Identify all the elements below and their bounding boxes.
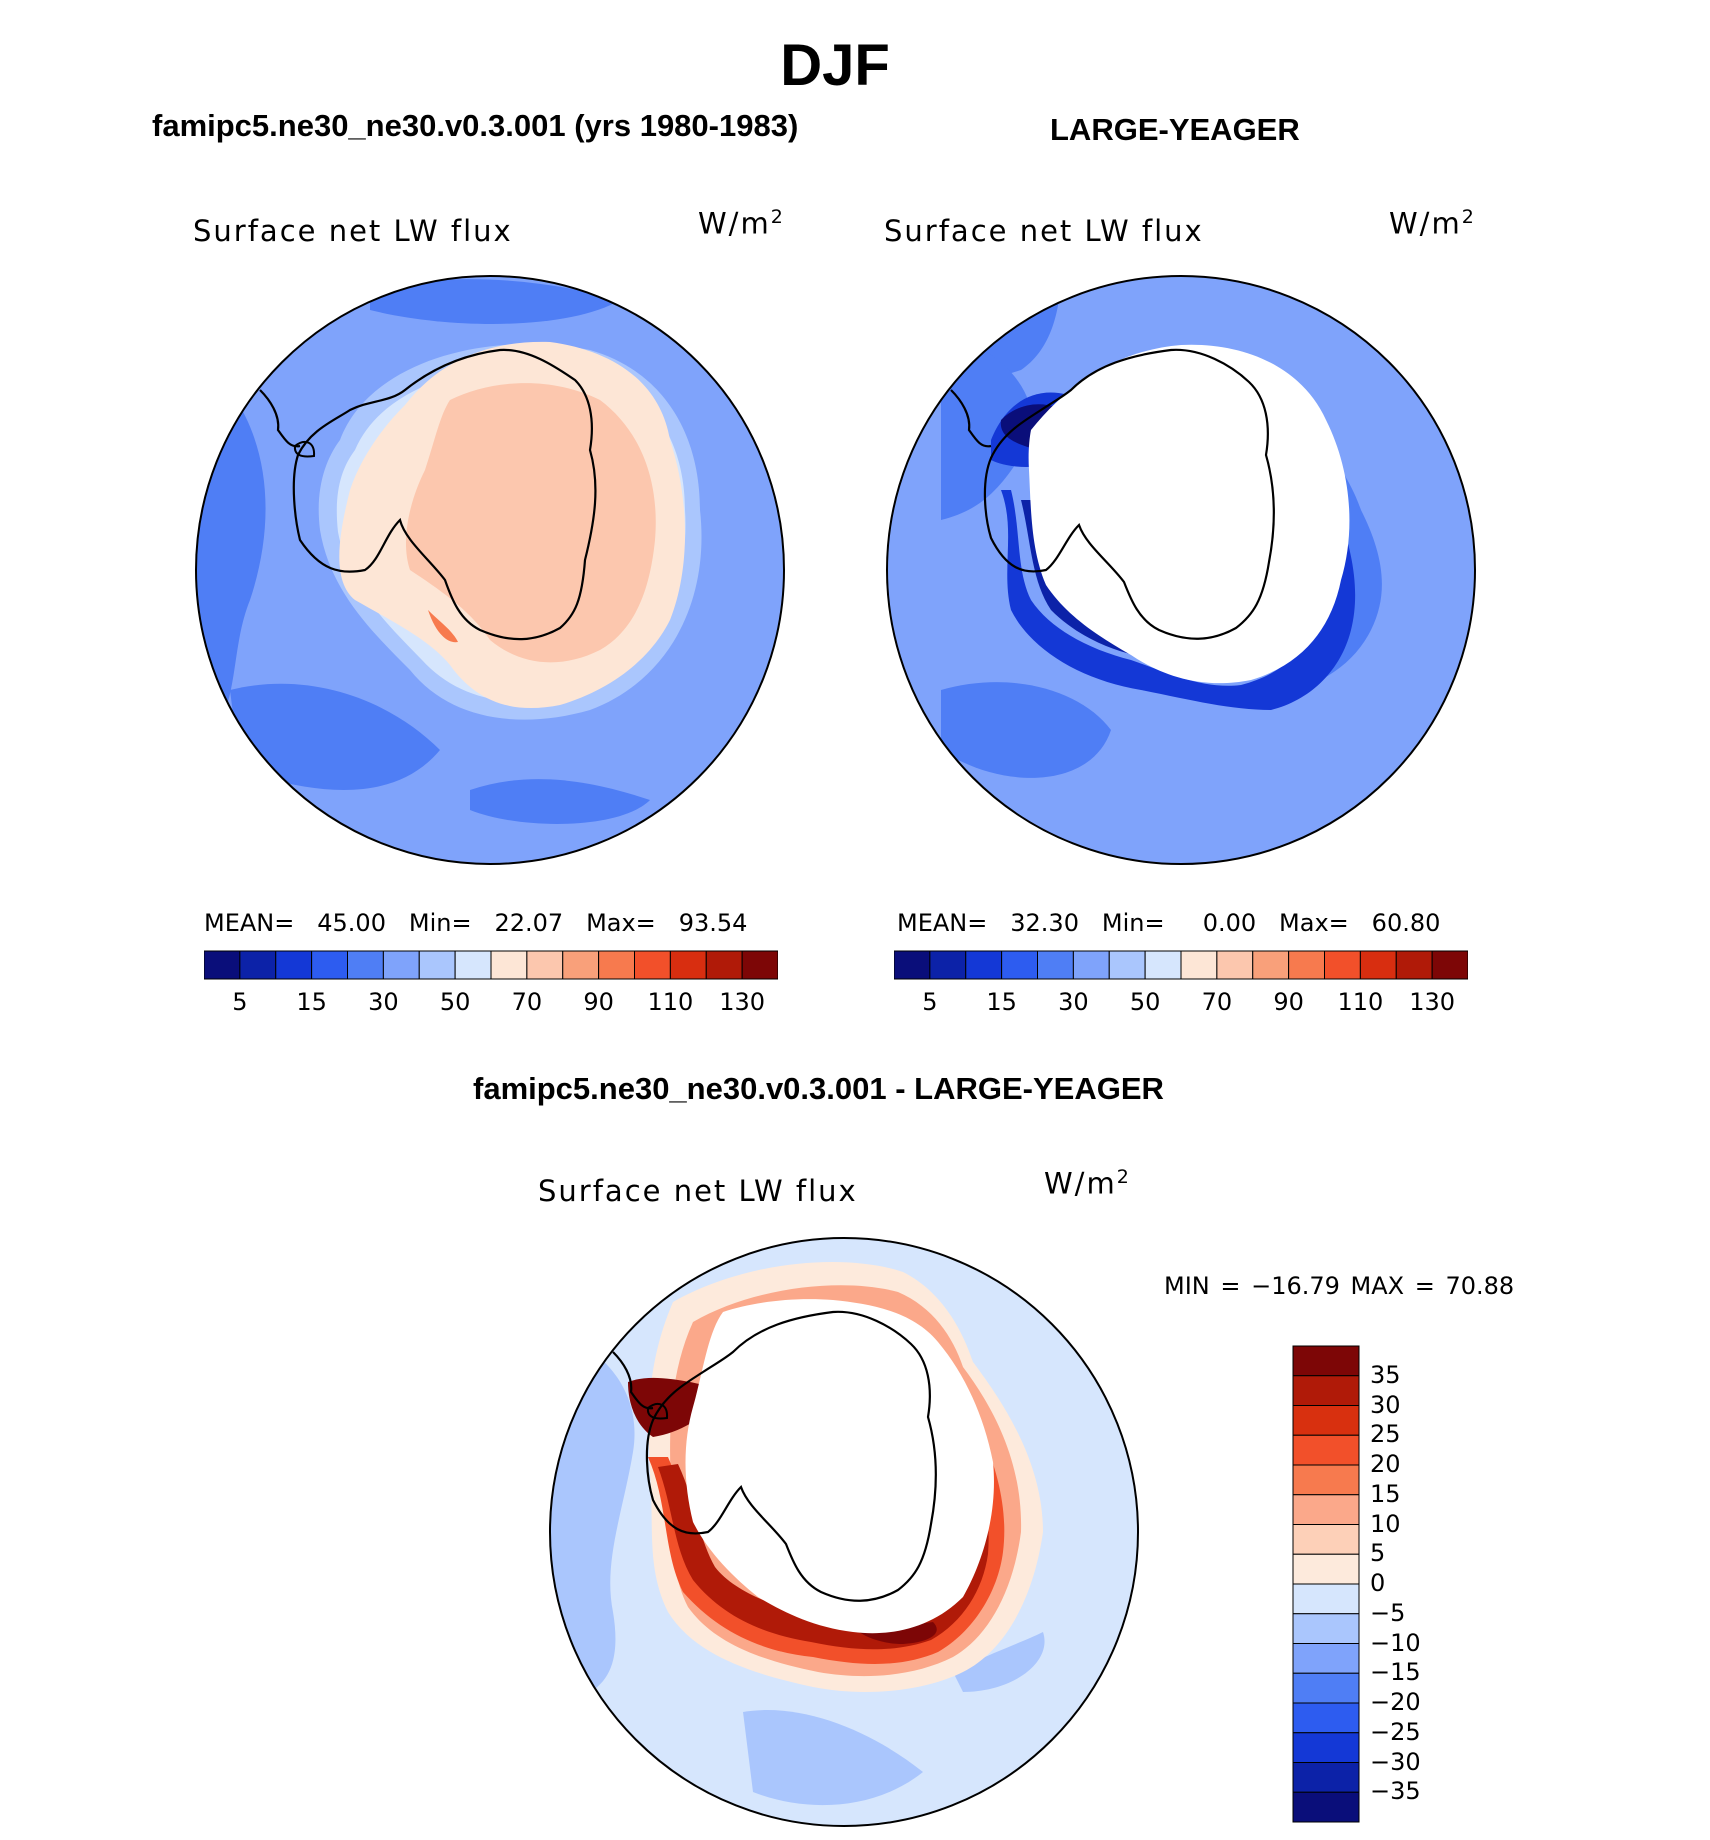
colorbar-1-swatch [741,950,778,980]
colorbar-2-tick-label: 130 [1409,988,1456,1016]
colorbar-2-swatch [1001,950,1038,980]
colorbar-1-tick-label: 130 [719,988,766,1016]
colorbar-1-swatch [311,950,348,980]
colorbar-3-swatch [1292,1613,1360,1644]
colorbar-2-tick-label: 70 [1201,988,1233,1016]
colorbar-3-tick-label: −25 [1370,1717,1421,1746]
colorbar-3-swatch [1292,1524,1360,1555]
colorbar-3-swatch [1292,1345,1360,1377]
colorbar-2-swatch [1395,950,1433,980]
colorbar-3-swatch [1292,1791,1360,1823]
colorbar-2-tick-label: 15 [986,988,1017,1016]
colorbar-2-swatch [1180,950,1218,980]
colorbar-3-tick-label: −30 [1370,1747,1421,1776]
colorbar-3-swatch [1292,1434,1360,1466]
colorbar-2 [894,950,1468,980]
colorbar-2-swatch [1216,950,1254,980]
colorbar-2-swatch [894,950,931,980]
colorbar-2-swatch [1431,950,1468,980]
colorbar-2-swatch [1359,950,1397,980]
colorbar-3-swatch [1292,1553,1360,1585]
colorbar-3-swatch [1292,1583,1360,1615]
colorbar-1-swatch [598,950,635,980]
panel1-units: W/m2 [698,206,785,241]
colorbar-3-tick-label: −15 [1370,1658,1421,1687]
colorbar-1-tick-label: 70 [511,988,543,1016]
colorbar-3-tick-label: 0 [1370,1569,1386,1597]
colorbar-2-swatch [1108,950,1146,980]
panel3-title: famipc5.ne30_ne30.v0.3.001 - LARGE-YEAGE… [473,1071,1164,1106]
colorbar-1-swatch [490,950,528,980]
panel2-subtitle: Surface net LW flux [884,214,1204,248]
colorbar-2-tick-label: 5 [922,988,938,1016]
colorbar-3-tick-label: 30 [1370,1390,1401,1419]
colorbar-2-swatch [1037,950,1074,980]
colorbar-1 [204,950,778,980]
colorbar-1-tick-label: 110 [647,988,694,1016]
colorbar-3-tick-label: 15 [1370,1479,1401,1508]
colorbar-2-swatch [1252,950,1290,980]
colorbar-1-swatch [239,950,277,980]
colorbar-2-swatch [1324,950,1361,980]
colorbar-3-tick-label: 5 [1370,1539,1386,1568]
colorbar-3-tick-label: −35 [1370,1777,1421,1806]
colorbar-1-swatch [347,950,384,980]
colorbar-2-swatch [1144,950,1182,980]
panel1-subtitle: Surface net LW flux [193,214,513,248]
colorbar-2-swatch [929,950,967,980]
colorbar-1-swatch [669,950,707,980]
colorbar-2-tick-label: 30 [1058,988,1089,1016]
colorbar-3-swatch [1292,1702,1360,1734]
colorbar-1-swatch [705,950,743,980]
panel3-stats: MIN = −16.79 MAX = 70.88 [1164,1272,1515,1300]
panel2-stats: MEAN= 32.30 Min= 0.00 Max= 60.80 [897,909,1441,937]
colorbar-1-swatch [204,950,241,980]
colorbar-1-swatch [275,950,313,980]
colorbar-1-swatch [526,950,564,980]
colorbar-3-swatch [1292,1672,1360,1704]
colorbar-2-swatch [965,950,1003,980]
colorbar-2-tick-label: 90 [1273,988,1304,1016]
colorbar-3-tick-label: 20 [1370,1450,1401,1478]
colorbar-1-tick-label: 30 [368,988,399,1016]
colorbar-3-swatch [1292,1375,1360,1406]
panel3-units: W/m2 [1044,1166,1131,1201]
panel1-title: famipc5.ne30_ne30.v0.3.001 (yrs 1980-198… [152,108,799,143]
colorbar-3-swatch [1292,1464,1360,1496]
colorbar-2-swatch [1288,950,1325,980]
panel1-stats: MEAN= 45.00 Min= 22.07 Max= 93.54 [204,909,748,937]
colorbar-3-tick-label: 10 [1370,1509,1401,1538]
colorbar-1-tick-label: 15 [296,988,327,1016]
colorbar-1-tick-label: 5 [232,988,248,1016]
polar-map-1 [195,275,785,865]
colorbar-2-tick-label: 50 [1129,988,1161,1016]
colorbar-1-swatch [634,950,671,980]
colorbar-1-tick-label: 90 [583,988,614,1016]
polar-map-3 [549,1237,1139,1827]
colorbar-3 [1292,1345,1360,1823]
colorbar-3-tick-label: 25 [1370,1420,1401,1449]
colorbar-1-swatch [454,950,492,980]
season-title: DJF [780,33,890,98]
colorbar-3-swatch [1292,1762,1360,1793]
colorbar-1-tick-label: 50 [439,988,471,1016]
colorbar-1-swatch [418,950,456,980]
colorbar-2-swatch [1072,950,1110,980]
polar-map-2 [886,275,1476,865]
panel2-units: W/m2 [1389,206,1476,241]
colorbar-3-tick-label: −20 [1370,1688,1421,1716]
colorbar-3-tick-label: 35 [1370,1360,1401,1389]
colorbar-3-swatch [1292,1732,1360,1763]
colorbar-2-tick-label: 110 [1337,988,1384,1016]
panel3-subtitle: Surface net LW flux [538,1174,858,1208]
colorbar-3-tick-label: −5 [1370,1598,1406,1627]
colorbar-3-swatch [1292,1643,1360,1674]
colorbar-3-swatch [1292,1494,1360,1525]
panel2-title: LARGE-YEAGER [1050,112,1300,147]
colorbar-1-swatch [382,950,420,980]
colorbar-3-tick-label: −10 [1370,1628,1421,1657]
colorbar-3-swatch [1292,1405,1360,1436]
colorbar-1-swatch [562,950,600,980]
